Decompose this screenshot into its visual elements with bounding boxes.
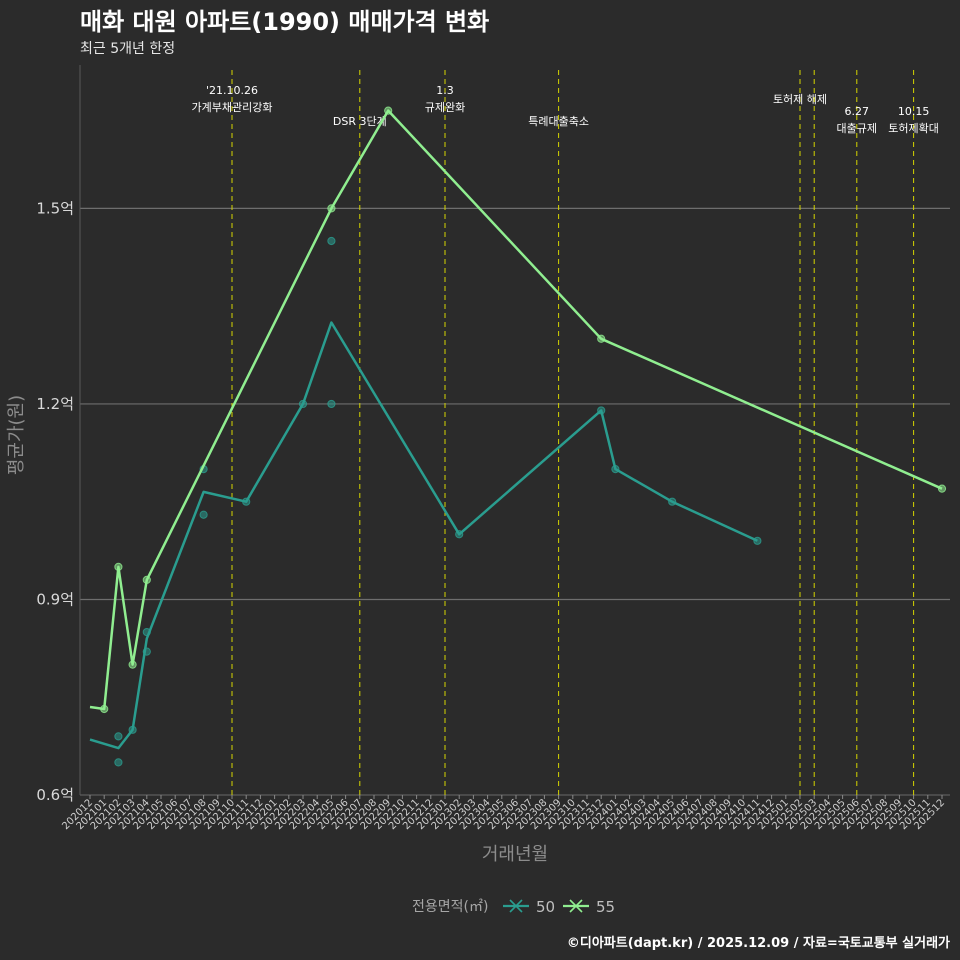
data-point: [100, 704, 109, 714]
data-point: [114, 732, 123, 741]
data-point: [611, 465, 620, 474]
y-tick-label: 1.5억: [36, 199, 74, 217]
legend-key-mark: [569, 899, 583, 913]
y-tick-label: 1.2억: [36, 395, 74, 413]
data-point: [128, 725, 137, 734]
chart-subtitle: 최근 5개년 한정: [80, 41, 175, 57]
legend-key-mark: [509, 899, 523, 913]
event-label: 10.15: [898, 105, 930, 118]
event-label: DSR 3단계: [333, 115, 387, 128]
data-point: [327, 236, 336, 246]
event-label: 토허제확대: [888, 122, 939, 135]
data-point: [114, 562, 123, 571]
data-point: [753, 536, 762, 545]
data-point: [142, 575, 151, 585]
y-tick-label: 0.6억: [36, 786, 74, 804]
event-label: '21.10.26: [206, 84, 258, 97]
data-point: [114, 758, 123, 767]
data-point: [199, 510, 208, 519]
caption: ©디아파트(dapt.kr) / 2025.12.09 / 자료=국토교통부 실…: [567, 935, 950, 951]
x-axis-ticks: 2020122021012021022021032021042021052021…: [60, 795, 947, 832]
data-point: [128, 660, 137, 669]
event-label: 규제완화: [425, 101, 465, 114]
data-point: [455, 530, 464, 539]
data-point: [384, 106, 393, 115]
data-point: [142, 647, 151, 656]
data-point: [327, 399, 336, 409]
data-point: [142, 627, 151, 637]
legend: 전용면적(㎡) 50 55: [412, 898, 615, 916]
event-label: 가계부채관리강화: [192, 101, 273, 114]
data-point: [597, 406, 606, 415]
event-label: 1.3: [436, 84, 454, 97]
data-point: [597, 334, 606, 343]
y-axis-ticks: 0.6억 0.9억 1.2억 1.5억: [36, 199, 74, 804]
event-label: 토허제 해제: [773, 92, 827, 106]
series-group: [89, 106, 947, 767]
legend-title: 전용면적(㎡): [412, 899, 488, 915]
legend-label: 55: [596, 898, 615, 916]
data-point: [327, 204, 336, 213]
x-axis-title: 거래년월: [482, 844, 548, 865]
y-tick-label: 0.9억: [36, 590, 74, 608]
y-axis-title: 평균가(원): [6, 395, 27, 475]
series-line-50: [89, 321, 758, 750]
data-point: [242, 497, 251, 506]
legend-label: 50: [536, 898, 555, 916]
data-point: [937, 484, 947, 493]
gridlines: [79, 65, 950, 796]
data-point: [668, 497, 677, 506]
event-label: 6.27: [845, 105, 870, 118]
data-point: [298, 399, 308, 409]
event-label: 대출규제: [837, 122, 877, 135]
event-label: 특례대출축소: [528, 115, 589, 128]
chart-title: 매화 대원 아파트(1990) 매매가격 변화: [80, 8, 489, 36]
